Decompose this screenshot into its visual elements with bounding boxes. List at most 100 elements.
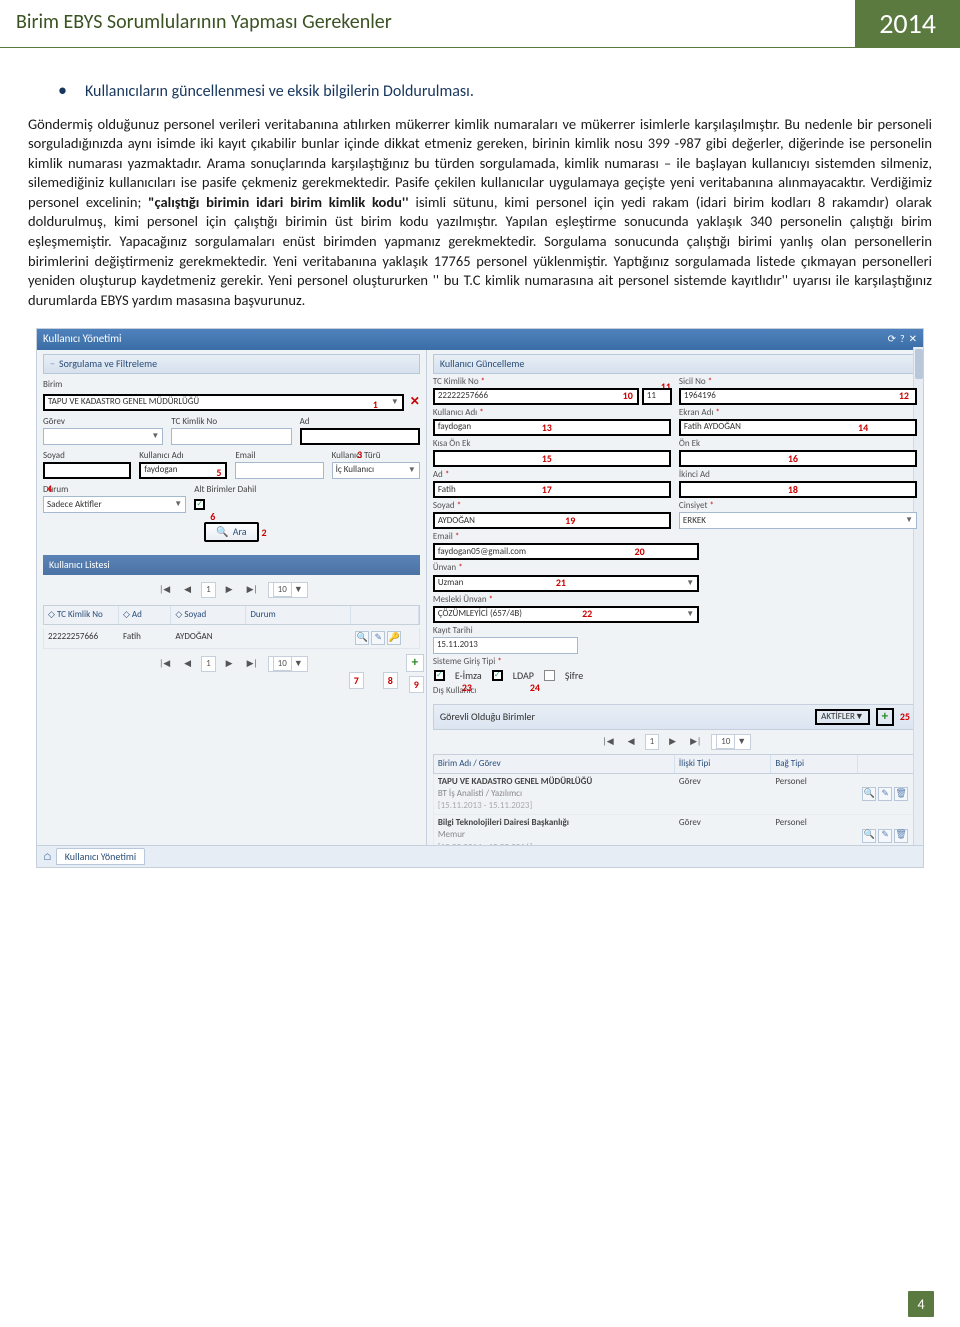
email-input[interactable] (235, 462, 323, 479)
pager-next[interactable]: ▶ (222, 583, 237, 597)
pager-next[interactable]: ▶ (665, 735, 680, 749)
right-tc-value: 22222257666 (438, 390, 488, 402)
ldap-checkbox[interactable]: ✓ (492, 670, 503, 681)
label-email: Email (235, 450, 323, 462)
soyad-input[interactable]: 4 (43, 462, 131, 479)
kullanici-turu-input[interactable]: İç Kullanıcı▼ (332, 462, 420, 479)
tc-suffix-input[interactable]: 11 (642, 388, 672, 405)
dropdown-icon[interactable]: ▼ (408, 465, 416, 476)
clear-icon[interactable]: ✕ (410, 394, 420, 410)
view-icon[interactable]: 🔍 (862, 829, 876, 843)
tc-input[interactable] (171, 428, 291, 445)
right-ad-input[interactable]: Fatih17 (433, 481, 671, 498)
kayit-tarihi-input[interactable]: 15.11.2013 (433, 637, 578, 654)
pencil-icon[interactable]: ✎ (878, 829, 892, 843)
aktifler-select[interactable]: AKTİFLER ▼ (815, 709, 870, 725)
left-panel: −Sorgulama ve Filtreleme Birim TAPU VE K… (37, 350, 427, 854)
ad-input[interactable]: 3 (300, 428, 420, 445)
sicil-input[interactable]: 196419612 (679, 388, 917, 405)
kullanici-adi-input[interactable]: faydogan5 (139, 462, 227, 479)
unvan-input[interactable]: Uzman▼21 (433, 575, 699, 592)
pager-page[interactable]: 1 (645, 734, 660, 750)
dropdown-icon[interactable]: ▼ (391, 397, 399, 408)
sifre-checkbox[interactable] (544, 670, 555, 681)
doc-year: 2014 (851, 0, 960, 47)
footer-tab[interactable]: ⌂ Kullanıcı Yönetimi (37, 845, 923, 868)
help-icon[interactable]: ? (900, 332, 905, 345)
pager-prev[interactable]: ◀ (180, 583, 195, 597)
pager-last[interactable]: ▶| (686, 735, 705, 749)
ekran-adi-value: Fatih AYDOĞAN (684, 421, 741, 433)
mesleki-unvan-input[interactable]: ÇÖZÜMLEYİCİ (657/4B)▼22 (433, 606, 699, 623)
table-row[interactable]: 22222257666 Fatih AYDOĞAN 🔍✎🔑 (43, 628, 420, 649)
col-durum: Durum (250, 609, 275, 620)
view-icon[interactable]: 🔍 (862, 787, 876, 801)
row-ad: Fatih (119, 628, 171, 648)
right-soyad-input[interactable]: AYDOĞAN19 (433, 512, 671, 529)
key-icon[interactable]: 🔑 (387, 631, 401, 645)
badge-24: 24 (530, 681, 540, 695)
close-icon[interactable]: ✕ (909, 332, 917, 345)
cinsiyet-input[interactable]: ERKEK▼ (679, 512, 917, 529)
delete-icon[interactable]: 🗑 (894, 787, 908, 801)
right-kullanici-adi-input[interactable]: faydogan13 (433, 419, 671, 436)
pager-top[interactable]: |◀ ◀ 1 ▶ ▶| 10 ▼ (43, 582, 420, 598)
pager-last[interactable]: ▶| (243, 583, 262, 597)
pager-prev[interactable]: ◀ (180, 657, 195, 671)
label-ad: Ad (300, 416, 420, 428)
pager-size[interactable]: 10 ▼ (711, 734, 751, 750)
label-alt-birimler: Alt Birimler Dahil (194, 484, 300, 496)
filter-panel-head[interactable]: −Sorgulama ve Filtreleme (43, 354, 420, 374)
alt-birimler-checkbox[interactable]: ✓ (194, 499, 205, 510)
pencil-icon[interactable]: ✎ (371, 631, 385, 645)
pager-page[interactable]: 1 (201, 582, 216, 598)
pager-first[interactable]: |◀ (155, 583, 174, 597)
col-ad: Ad (132, 609, 142, 620)
tc-suffix: 11 (647, 390, 656, 402)
gov-row1-iliski: Görev (675, 774, 771, 814)
dropdown-icon[interactable]: ▼ (686, 609, 694, 620)
ikinci-ad-input[interactable]: 18 (679, 481, 917, 498)
dropdown-icon[interactable]: ▼ (686, 578, 694, 589)
kisa-on-ek-input[interactable]: 15 (433, 450, 671, 467)
pager-next[interactable]: ▶ (222, 657, 237, 671)
eimza-checkbox[interactable]: ✓ (434, 670, 445, 681)
right-email-input[interactable]: faydogan05@gmail.com20 (433, 543, 699, 560)
pager-page[interactable]: 1 (201, 656, 216, 672)
pager-bottom[interactable]: |◀ ◀ 1 ▶ ▶| 10 ▼ 7 8 + 9 (43, 656, 420, 672)
pager-first[interactable]: |◀ (155, 657, 174, 671)
search-button[interactable]: 🔍Ara (204, 522, 258, 542)
edit-icon[interactable]: 🔍 (355, 631, 369, 645)
durum-input[interactable]: Sadece Aktifler▼ (43, 496, 186, 513)
gov-pager[interactable]: |◀ ◀ 1 ▶ ▶| 10 ▼ (433, 734, 917, 750)
delete-icon[interactable]: 🗑 (894, 829, 908, 843)
home-icon[interactable]: ⌂ (43, 850, 52, 864)
pager-size[interactable]: 10 ▼ (268, 656, 308, 672)
pencil-icon[interactable]: ✎ (878, 787, 892, 801)
right-tc-input[interactable]: 2222225766610 (433, 388, 639, 405)
add-button[interactable]: + (406, 654, 424, 672)
sifre-label: Şifre (565, 669, 583, 683)
footer-tab-label[interactable]: Kullanıcı Yönetimi (56, 848, 145, 866)
gov-add-button[interactable]: + (876, 708, 894, 726)
collapse-icon[interactable]: − (50, 357, 55, 371)
list-table-head: ◇ TC Kimlik No ◇ Ad ◇ Soyad Durum (43, 605, 420, 625)
window-icons[interactable]: ⟳? ✕ (884, 332, 917, 347)
gov-row[interactable]: TAPU VE KADASTRO GENEL MÜDÜRLÜĞÜBT İş An… (433, 774, 917, 815)
pager-last[interactable]: ▶| (243, 657, 262, 671)
on-ek-input[interactable]: 16 (679, 450, 917, 467)
mesleki-unvan-value: ÇÖZÜMLEYİCİ (657/4B) (438, 608, 522, 620)
gorev-input[interactable]: ▼ (43, 428, 163, 445)
dropdown-icon[interactable]: ▼ (151, 431, 159, 442)
dropdown-icon[interactable]: ▼ (905, 515, 913, 526)
birim-input[interactable]: TAPU VE KADASTRO GENEL MÜDÜRLÜĞÜ▼ 1 (43, 394, 404, 411)
ekran-adi-input[interactable]: Fatih AYDOĞAN14 (679, 419, 917, 436)
refresh-icon[interactable]: ⟳ (888, 332, 896, 345)
badge-2: 2 (262, 526, 267, 540)
gov-col-bag: Bağ Tipi (771, 755, 858, 773)
badge-17: 17 (542, 483, 552, 497)
pager-size[interactable]: 10 ▼ (268, 582, 308, 598)
pager-prev[interactable]: ◀ (624, 735, 639, 749)
dropdown-icon[interactable]: ▼ (174, 499, 182, 510)
pager-first[interactable]: |◀ (599, 735, 618, 749)
